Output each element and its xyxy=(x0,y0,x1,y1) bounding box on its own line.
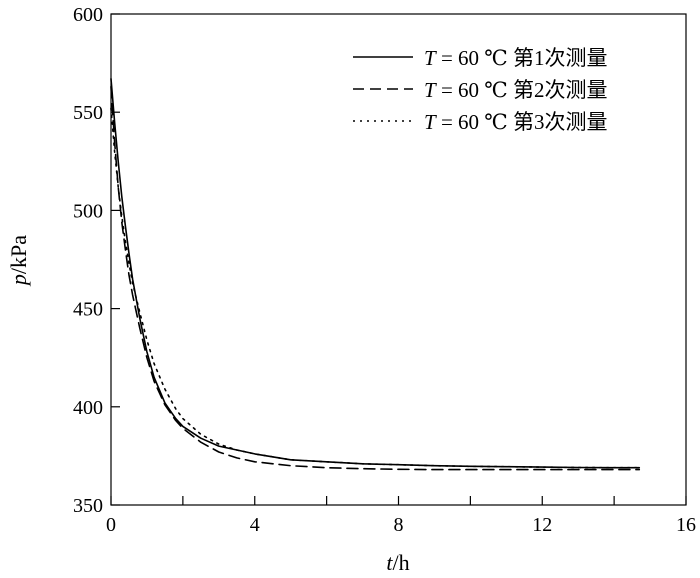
y-tick-label: 500 xyxy=(73,200,103,222)
legend-label-1: T = 60 ℃ 第1次测量 xyxy=(424,46,608,70)
legend-label-3: T = 60 ℃ 第3次测量 xyxy=(424,110,608,134)
y-tick-label: 450 xyxy=(73,299,103,321)
tick-layer: 0 4 8 12 16 350 400 450 500 550 600 xyxy=(73,4,696,536)
y-axis-unit: /kPa xyxy=(6,235,31,274)
y-axis-label: p/kPa xyxy=(6,235,31,287)
series-line-3 xyxy=(110,107,641,469)
y-tick-label: 550 xyxy=(73,102,103,124)
y-tick-label: 400 xyxy=(73,397,103,419)
legend: T = 60 ℃ 第1次测量 T = 60 ℃ 第2次测量 T = 60 ℃ 第… xyxy=(353,46,608,134)
x-axis-unit: /h xyxy=(393,550,410,575)
x-tick-label: 12 xyxy=(532,514,552,536)
x-tick-label: 0 xyxy=(106,514,116,536)
series-line-1 xyxy=(110,78,641,469)
x-tick-label: 8 xyxy=(394,514,404,536)
legend-label-2: T = 60 ℃ 第2次测量 xyxy=(424,78,608,102)
y-tick-label: 600 xyxy=(73,4,103,26)
x-tick-label: 4 xyxy=(250,514,260,536)
x-tick-label: 16 xyxy=(676,514,696,536)
x-axis-var: t xyxy=(386,550,393,575)
y-axis-var: p xyxy=(6,274,31,287)
y-tick-label: 350 xyxy=(73,495,103,517)
series-layer xyxy=(110,78,641,471)
series-line-2 xyxy=(110,85,641,471)
x-axis-label: t/h xyxy=(386,550,409,575)
